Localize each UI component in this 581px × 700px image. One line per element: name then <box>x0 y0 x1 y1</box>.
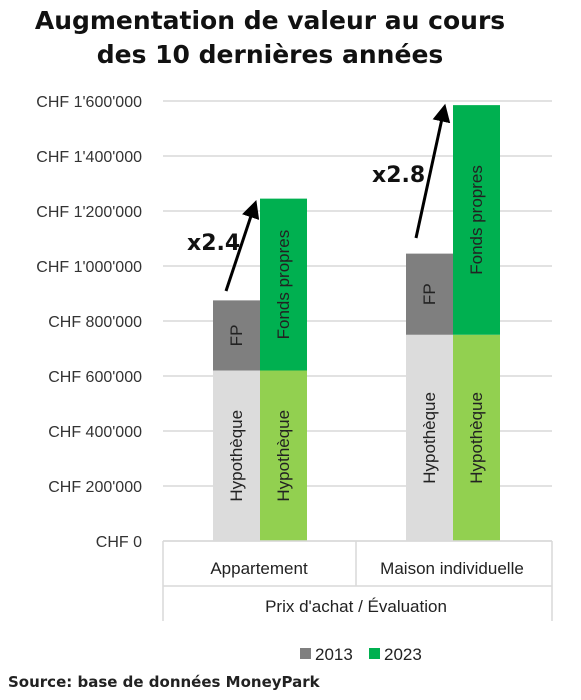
legend-label: 2023 <box>384 645 422 664</box>
x-category-label: Appartement <box>210 559 308 578</box>
x-category-label: Maison individuelle <box>380 559 524 578</box>
x-axis-title: Prix d'achat / Évaluation <box>265 597 447 616</box>
growth-multiplier-label: x2.8 <box>372 163 425 188</box>
growth-multiplier-label: x2.4 <box>187 231 240 256</box>
bar-segment-hypoth-que <box>406 334 453 541</box>
bar-segment-fp <box>213 300 260 371</box>
bar-segment-label: Hypothèque <box>467 392 486 484</box>
y-tick-label: CHF 200'000 <box>48 479 142 496</box>
y-tick-label: CHF 0 <box>96 534 142 551</box>
bar-segment-fonds-propres <box>453 105 500 335</box>
y-tick-label: CHF 800'000 <box>48 314 142 331</box>
x-axis: Appartement Maison individuelle Prix d'ach… <box>162 540 553 621</box>
source-note: Source: base de données MoneyPark <box>8 673 320 691</box>
bar-segment-label: Fonds propres <box>467 165 486 275</box>
bar-segment-label: FP <box>227 325 246 347</box>
legend-label: 2013 <box>315 645 353 664</box>
growth-arrow <box>414 103 451 239</box>
growth-arrows: x2.4 x2.8 <box>187 103 451 292</box>
y-axis-ticks: CHF 0 CHF 200'000 CHF 400'000 CHF 600'000 CH… <box>36 94 142 551</box>
y-tick-label: CHF 1'200'000 <box>36 204 142 221</box>
bar-segment-label: Hypothèque <box>227 410 246 502</box>
y-tick-label: CHF 1'600'000 <box>36 94 142 111</box>
bar-segment-label: FP <box>420 283 439 305</box>
bar-segment-hypoth-que <box>213 370 260 541</box>
bar-segment-fp <box>406 253 453 335</box>
growth-arrow <box>224 200 260 292</box>
bars: Hypothèque FP Hypothèque Fonds propres Hypot… <box>213 105 500 541</box>
stacked-bar-chart: CHF 0 CHF 200'000 CHF 400'000 CHF 600'000 CH… <box>36 94 553 664</box>
y-tick-label: CHF 600'000 <box>48 369 142 386</box>
bar-segment-hypoth-que <box>453 334 500 541</box>
legend: 2013 2023 <box>300 645 422 664</box>
bar-segment-label: Hypothèque <box>420 392 439 484</box>
chart-title: Augmentation de valeur au cours des 10 d… <box>0 4 540 72</box>
legend-swatch <box>300 648 311 659</box>
bar-segment-hypoth-que <box>260 370 307 541</box>
chart-title-line1: Augmentation de valeur au cours <box>34 6 506 35</box>
bar-segment-label: Fonds propres <box>274 230 293 340</box>
y-tick-label: CHF 1'000'000 <box>36 259 142 276</box>
y-tick-label: CHF 400'000 <box>48 424 142 441</box>
bar-segment-label: Hypothèque <box>274 410 293 502</box>
y-tick-label: CHF 1'400'000 <box>36 149 142 166</box>
chart-title-line2: des 10 dernières années <box>96 40 444 69</box>
legend-swatch <box>369 648 380 659</box>
bar-segment-fonds-propres <box>260 198 307 371</box>
